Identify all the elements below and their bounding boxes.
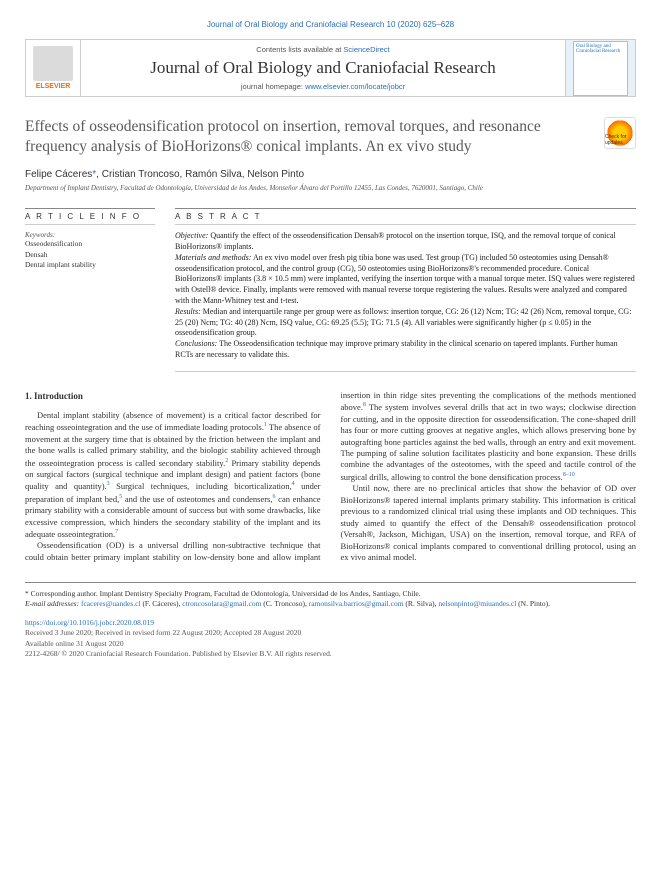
keyword-2: Densah [25,250,155,261]
email-3[interactable]: ramonsilva.barrios@gmail.com [309,599,404,608]
check-updates-badge[interactable]: Check for updates [604,117,636,149]
ref-8-10[interactable]: 8–10 [563,472,575,478]
journal-name: Journal of Oral Biology and Craniofacial… [86,58,560,78]
header-mid: Contents lists available at ScienceDirec… [81,40,565,96]
email-2[interactable]: ctroncosolara@gmail.com [182,599,261,608]
article-title: Effects of osseodensification protocol o… [25,117,594,157]
affiliation: Department of Implant Dentistry, Faculta… [25,184,636,192]
email-1[interactable]: fcaceres@uandes.cl [81,599,141,608]
corresponding-author-line: * Corresponding author. Implant Dentistr… [25,589,636,600]
homepage-prefix: journal homepage: [241,82,305,91]
article-info: A R T I C L E I N F O Keywords: Osseoden… [25,208,155,372]
sciencedirect-link[interactable]: ScienceDirect [343,45,389,54]
authors-rest: , Cristian Troncoso, Ramón Silva, Nelson… [96,169,304,180]
cover-thumb-cell: Oral Biology and Craniofacial Research [565,40,635,96]
footer: * Corresponding author. Implant Dentistr… [25,582,636,660]
p3: Until now, there are no preclinical arti… [341,483,637,562]
available-line: Available online 31 August 2020 [25,639,124,648]
doi-link[interactable]: https://doi.org/10.1016/j.jobcr.2020.08.… [25,618,154,627]
objective-label: Objective: [175,231,208,240]
received-line: Received 3 June 2020; Received in revise… [25,628,301,637]
abstract-body: Objective: Quantify the effect of the os… [175,231,636,372]
contents-line: Contents lists available at ScienceDirec… [86,45,560,54]
homepage-line: journal homepage: www.elsevier.com/locat… [86,82,560,91]
results-text: Median and interquartile range per group… [175,307,631,338]
e1n: (F. Cáceres), [141,599,183,608]
doi-block: https://doi.org/10.1016/j.jobcr.2020.08.… [25,618,636,660]
p1d: Surgical techniques, including bicortica… [110,481,292,491]
header-box: ELSEVIER Contents lists available at Sci… [25,39,636,97]
title-row: Effects of osseodensification protocol o… [25,117,636,157]
ref-7[interactable]: 7 [115,529,118,535]
p2c: The system involves several drills that … [341,402,637,482]
email-4[interactable]: nelsonpinto@miuandes.cl [438,599,516,608]
intro-header: 1. Introduction [25,390,321,402]
email-line: E-mail addresses: fcaceres@uandes.cl (F.… [25,599,636,610]
e4n: (N. Pinto). [516,599,550,608]
contents-prefix: Contents lists available at [256,45,343,54]
objective-text: Quantify the effect of the osseodensific… [175,231,616,251]
abstract: A B S T R A C T Objective: Quantify the … [175,208,636,372]
journal-reference: Journal of Oral Biology and Craniofacial… [25,20,636,29]
publisher-logo-cell: ELSEVIER [26,40,81,96]
homepage-link[interactable]: www.elsevier.com/locate/jobcr [305,82,405,91]
article-info-header: A R T I C L E I N F O [25,208,155,225]
intro-p3: Until now, there are no preclinical arti… [341,483,637,563]
page: Journal of Oral Biology and Craniofacial… [0,0,661,680]
e3n: (R. Silva), [404,599,439,608]
author-1: Felipe Cáceres [25,169,92,180]
elsevier-tree-icon [33,46,73,81]
conclusions-text: The Osseodensification technique may imp… [175,339,618,359]
publisher-name: ELSEVIER [36,83,71,90]
body-columns: 1. Introduction Dental implant stability… [25,390,636,564]
keyword-1: Osseodensification [25,239,155,250]
results-label: Results: [175,307,201,316]
e2n: (C. Troncoso), [261,599,308,608]
intro-p1: Dental implant stability (absence of mov… [25,410,321,540]
materials-label: Materials and methods: [175,253,251,262]
abstract-header: A B S T R A C T [175,208,636,225]
keywords-label: Keywords: [25,231,155,239]
keyword-3: Dental implant stability [25,260,155,271]
p1f: and the use of osteotomes and condensers… [122,494,272,504]
email-label: E-mail addresses: [25,599,81,608]
copyright-line: 2212-4268/ © 2020 Craniofacial Research … [25,649,332,658]
conclusions-label: Conclusions: [175,339,217,348]
info-abstract-row: A R T I C L E I N F O Keywords: Osseoden… [25,208,636,372]
authors-line: Felipe Cáceres*, Cristian Troncoso, Ramó… [25,169,636,180]
journal-cover-icon: Oral Biology and Craniofacial Research [573,41,628,96]
